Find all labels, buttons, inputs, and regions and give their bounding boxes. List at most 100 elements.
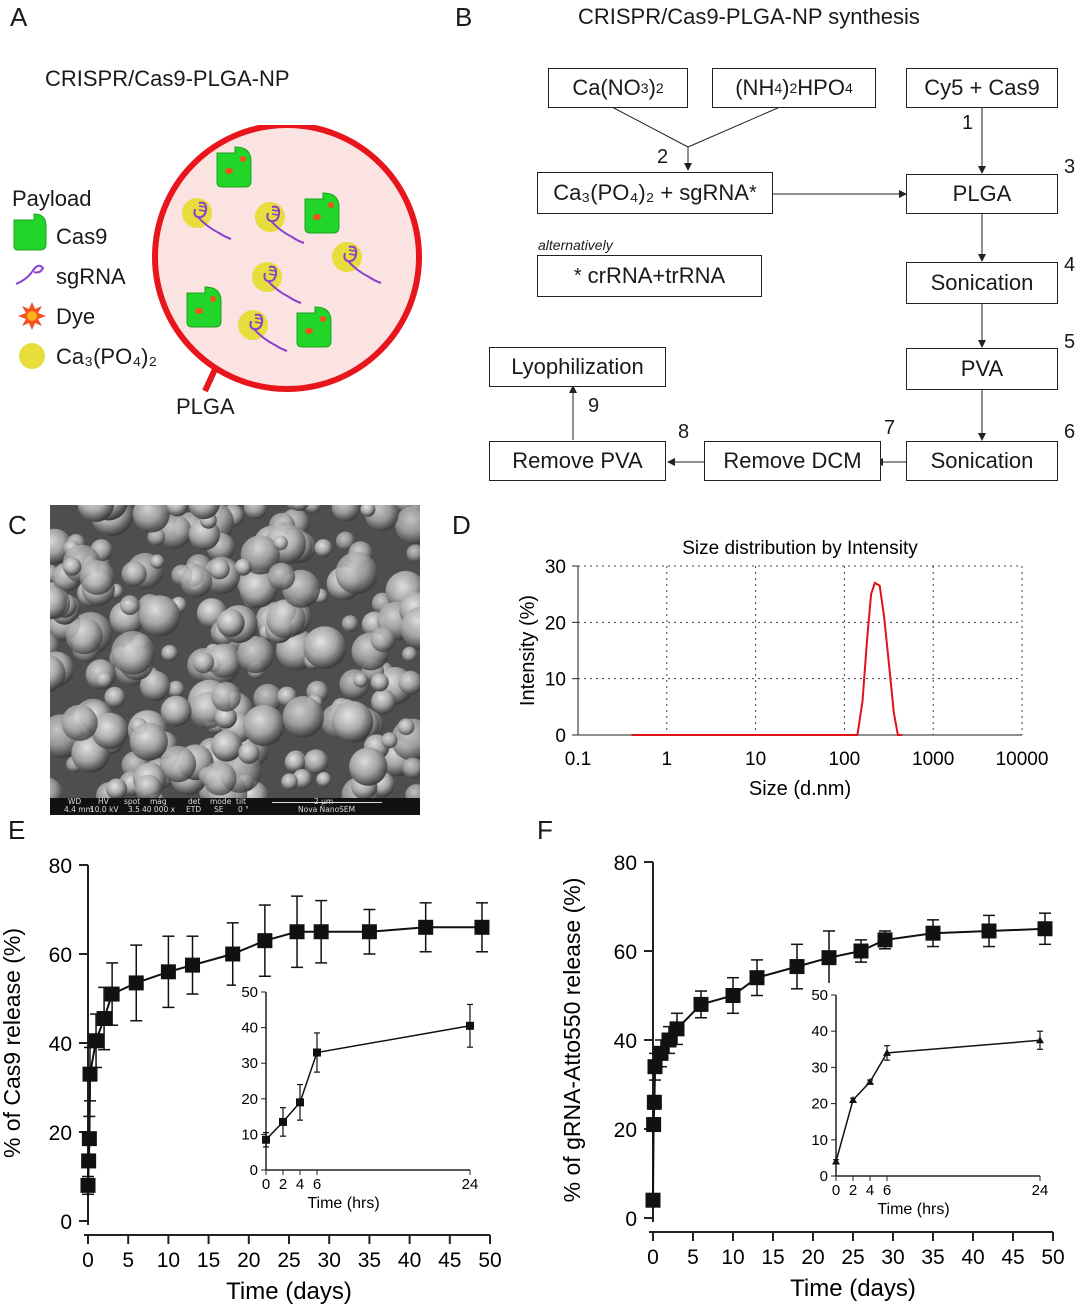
inset-y-tick-label: 20 bbox=[241, 1091, 258, 1108]
data-point bbox=[225, 946, 241, 962]
data-point bbox=[669, 1021, 685, 1037]
x-tick-label: 10 bbox=[721, 1246, 744, 1269]
nanoparticle-sphere bbox=[381, 732, 398, 749]
y-axis-label: Intensity (%) bbox=[517, 595, 539, 706]
cas9-protein-icon bbox=[13, 213, 47, 251]
panel-b-letter: B bbox=[455, 2, 473, 32]
nanoparticle-sphere bbox=[77, 505, 114, 522]
inset-x-tick-label: 0 bbox=[262, 1176, 270, 1193]
legend-capo4-label: Ca₃(PO₄)₂ bbox=[56, 344, 158, 369]
y-axis-label: % of Cas9 release (%) bbox=[0, 928, 25, 1158]
plga-box: PLGA bbox=[906, 174, 1058, 214]
nanoparticle-sphere bbox=[303, 505, 322, 514]
distribution-line bbox=[631, 581, 903, 736]
x-axis-label: Time (days) bbox=[226, 1278, 352, 1304]
nanoparticle-sphere bbox=[331, 701, 374, 743]
data-point bbox=[96, 1011, 112, 1027]
data-point bbox=[653, 1045, 669, 1061]
data-point bbox=[88, 1033, 104, 1049]
y-tick-label: 60 bbox=[49, 944, 72, 967]
inset-y-tick-label: 40 bbox=[241, 1020, 258, 1037]
nanoparticle-sphere bbox=[211, 682, 241, 712]
inset-x-tick-label: 6 bbox=[313, 1176, 321, 1193]
inset-x-axis-label: Time (hrs) bbox=[877, 1201, 949, 1218]
nanoparticle-sphere bbox=[206, 643, 242, 678]
inset-y-tick-label: 50 bbox=[241, 984, 258, 1001]
data-point bbox=[418, 919, 434, 935]
x-tick-label: 10000 bbox=[996, 749, 1049, 770]
legend-dye-label: Dye bbox=[56, 304, 96, 329]
y-tick-label: 80 bbox=[614, 852, 637, 875]
nanoparticle-sphere bbox=[243, 704, 285, 747]
inset-data-point bbox=[832, 1157, 840, 1165]
x-tick-label: 35 bbox=[921, 1246, 944, 1269]
x-tick-label: 45 bbox=[438, 1249, 461, 1272]
nanoparticle-sphere bbox=[62, 557, 82, 576]
nanoparticle-sphere bbox=[335, 551, 378, 595]
capo4-sgrna-box: Ca₃(PO₄)₂ + sgRNA * bbox=[537, 172, 773, 214]
data-point bbox=[313, 924, 329, 940]
panel-f-letter: F bbox=[537, 815, 553, 845]
inset-y-tick-label: 0 bbox=[820, 1168, 828, 1185]
panel-c-letter: C bbox=[8, 510, 27, 540]
inset-x-tick-label: 4 bbox=[866, 1182, 874, 1199]
inset-x-tick-label: 24 bbox=[462, 1176, 479, 1193]
nanoparticle-sphere bbox=[237, 636, 275, 674]
inset-data-point bbox=[262, 1135, 270, 1144]
nanoparticle-sphere bbox=[91, 712, 129, 750]
inset-data-point bbox=[296, 1098, 304, 1107]
remove-pva-box: Remove PVA bbox=[489, 441, 666, 481]
data-point bbox=[128, 975, 144, 991]
inset-y-tick-label: 30 bbox=[241, 1055, 258, 1072]
nanoparticle-sphere bbox=[335, 531, 355, 551]
inset-data-point bbox=[1036, 1036, 1044, 1044]
inset-background bbox=[806, 983, 1060, 1226]
data-point bbox=[789, 959, 805, 975]
y-tick-label: 40 bbox=[49, 1033, 72, 1056]
nanoparticle-sphere bbox=[290, 505, 309, 511]
x-tick-label: 40 bbox=[398, 1249, 421, 1272]
data-point bbox=[82, 1066, 98, 1082]
inset-data-point bbox=[466, 1021, 474, 1030]
inset-x-tick-label: 2 bbox=[849, 1182, 857, 1199]
data-point bbox=[725, 988, 741, 1003]
x-tick-label: 0 bbox=[647, 1246, 659, 1269]
nanoparticle-sphere bbox=[50, 584, 67, 620]
step-9-label: 9 bbox=[588, 395, 600, 417]
x-tick-label: 30 bbox=[318, 1249, 341, 1272]
nanoparticle-sphere bbox=[341, 615, 359, 632]
x-tick-label: 0 bbox=[82, 1249, 94, 1272]
nanoparticle-sphere bbox=[371, 689, 396, 714]
data-point bbox=[80, 1177, 96, 1193]
nanoparticle-sphere bbox=[150, 554, 165, 569]
x-tick-label: 20 bbox=[801, 1246, 824, 1269]
x-tick-label: 1000 bbox=[912, 749, 954, 770]
data-point bbox=[981, 923, 997, 939]
nanoparticle-sphere bbox=[397, 718, 415, 736]
sem-image bbox=[50, 505, 420, 815]
panel-a-letter: A bbox=[10, 2, 28, 32]
y-tick-label: 0 bbox=[60, 1211, 72, 1234]
nanoparticle-sphere bbox=[314, 539, 333, 558]
data-point bbox=[925, 925, 941, 941]
x-tick-label: 1 bbox=[662, 749, 673, 770]
x-tick-label: 35 bbox=[358, 1249, 381, 1272]
x-tick-label: 30 bbox=[881, 1246, 904, 1269]
x-tick-label: 50 bbox=[478, 1249, 501, 1272]
nanoparticle-sphere bbox=[106, 778, 128, 800]
data-point bbox=[693, 996, 709, 1012]
inset-data-point bbox=[313, 1048, 321, 1057]
nanoparticle-sphere bbox=[316, 772, 332, 787]
x-tick-label: 10 bbox=[745, 749, 766, 770]
nanoparticle-sphere bbox=[65, 617, 103, 655]
legend-cas9-label: Cas9 bbox=[56, 224, 108, 249]
chart-title: Size distribution by Intensity bbox=[682, 538, 918, 559]
nanoparticle-sphere bbox=[281, 773, 298, 790]
nanoparticle-sphere bbox=[353, 672, 369, 688]
nanoparticle-sphere bbox=[282, 696, 324, 738]
inset-y-tick-label: 20 bbox=[811, 1096, 828, 1113]
step-5-label: 5 bbox=[1064, 331, 1076, 353]
nanoparticle-sphere bbox=[160, 695, 192, 727]
plga-label: PLGA bbox=[176, 394, 235, 419]
nanoparticle-sphere bbox=[147, 528, 166, 546]
